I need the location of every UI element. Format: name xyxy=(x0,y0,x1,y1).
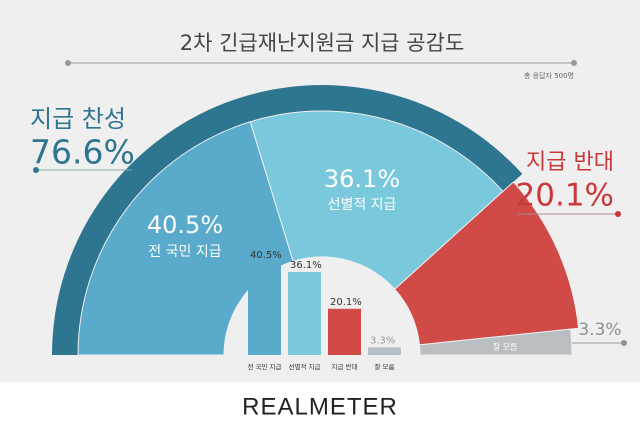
leader-dot xyxy=(615,211,621,217)
bar xyxy=(328,308,361,355)
chart-title: 2차 긴급재난지원금 지급 공감도 xyxy=(180,31,465,55)
bar-value-label: 36.1% xyxy=(290,260,322,271)
bar-category-label: 잘 모름 xyxy=(374,363,394,371)
bar-value-label: 20.1% xyxy=(330,297,362,308)
bar-category-label: 지급 반대 xyxy=(332,362,358,371)
leader-dot xyxy=(621,340,627,346)
bar xyxy=(248,261,281,355)
rule-dot xyxy=(65,60,71,66)
segment-value-label: 36.1% xyxy=(324,165,400,193)
group-label: 지급 찬성 xyxy=(30,105,126,133)
bar xyxy=(288,271,321,355)
segment-category-label: 선별적 지급 xyxy=(328,197,397,213)
segment-value-label: 20.1% xyxy=(516,178,614,214)
donut-segment xyxy=(249,110,504,290)
chart-subtitle: 총 응답자 500명 xyxy=(524,71,574,80)
outer-ring xyxy=(52,85,523,355)
segment-value-label: 40.5% xyxy=(147,211,223,239)
bar-value-label: 40.5% xyxy=(250,250,282,261)
leader-dot xyxy=(33,167,39,173)
bar-category-label: 전 국민 지급 xyxy=(247,362,281,371)
segment-category-label: 지급 반대 xyxy=(526,150,614,175)
bar-value-label: 3.3% xyxy=(370,335,395,346)
segment-value-label: 3.3% xyxy=(578,320,621,340)
footer-logo: REALMETER xyxy=(242,393,398,420)
rule-dot xyxy=(571,60,577,66)
donut-segment xyxy=(393,181,580,346)
segment-category-label: 잘 모름 xyxy=(493,343,518,352)
donut-segment xyxy=(77,121,294,356)
group-value-label: 76.6% xyxy=(30,133,135,172)
bar xyxy=(368,347,401,355)
bar-category-label: 선별적 지급 xyxy=(289,362,321,371)
donut-segment xyxy=(418,328,573,356)
segment-category-label: 전 국민 지급 xyxy=(148,244,221,260)
